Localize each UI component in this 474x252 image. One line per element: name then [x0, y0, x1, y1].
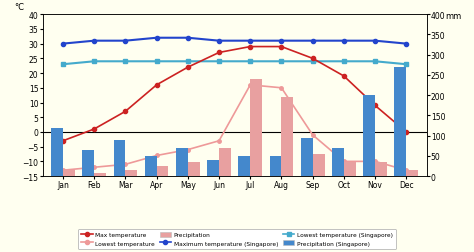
Bar — [363, 96, 375, 176]
Legend: Max temperature, Lowest temperature, Precipitation, Maximum temperature (Singapo: Max temperature, Lowest temperature, Pre… — [78, 229, 396, 249]
Y-axis label: mm: mm — [446, 12, 462, 21]
Bar — [344, 162, 356, 176]
Bar — [156, 166, 168, 176]
Y-axis label: °C: °C — [15, 3, 25, 12]
Bar — [188, 162, 200, 176]
Bar — [176, 148, 188, 176]
Bar — [63, 170, 75, 176]
Bar — [282, 98, 293, 176]
Bar — [51, 128, 63, 176]
Bar — [406, 170, 418, 176]
Bar — [375, 162, 387, 176]
Bar — [301, 138, 313, 176]
Bar — [394, 68, 406, 176]
Bar — [207, 160, 219, 176]
Bar — [238, 156, 250, 176]
Bar — [250, 80, 262, 176]
Bar — [313, 154, 325, 176]
Bar — [113, 140, 126, 176]
Bar — [270, 156, 282, 176]
Bar — [126, 170, 137, 176]
Bar — [219, 148, 231, 176]
Bar — [332, 148, 344, 176]
Bar — [145, 156, 156, 176]
Bar — [82, 150, 94, 176]
Bar — [94, 173, 106, 176]
